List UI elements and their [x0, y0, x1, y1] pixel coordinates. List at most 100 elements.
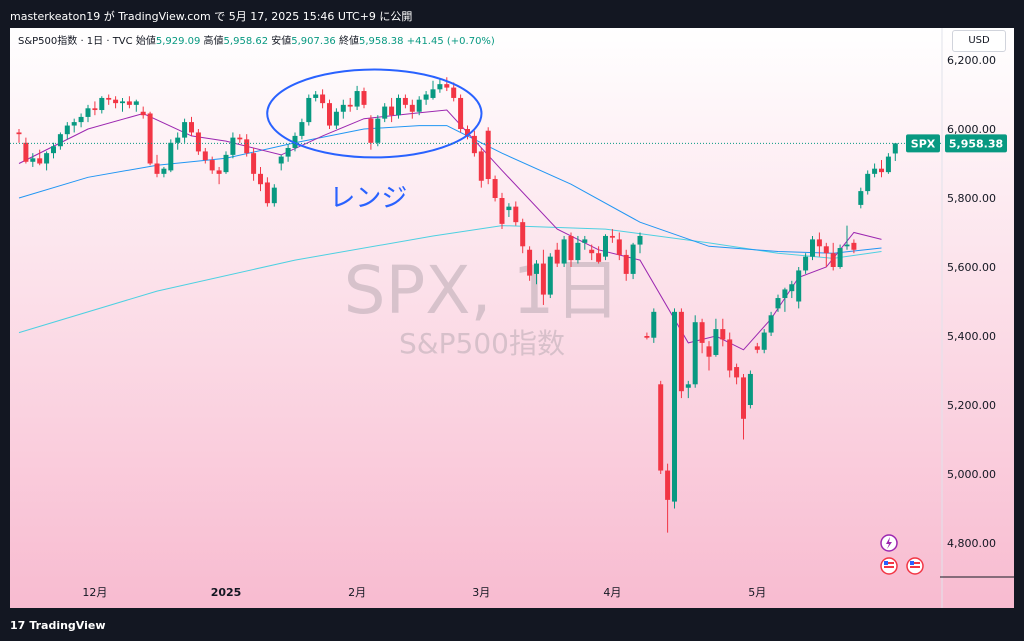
x-tick-label: 2025: [211, 586, 242, 599]
candle: [99, 96, 105, 114]
low-label: 安値: [271, 36, 292, 47]
candle: [30, 153, 36, 167]
tradingview-mark-icon: 17: [10, 619, 26, 632]
candle-body: [161, 168, 167, 174]
candle-body: [499, 198, 505, 224]
candle: [299, 118, 305, 140]
candle-body: [630, 244, 636, 274]
low-value: 5,907.36: [291, 36, 336, 47]
last-price-value-bg: [945, 134, 1007, 153]
candle: [416, 96, 422, 116]
candle: [637, 232, 643, 254]
candle: [520, 218, 526, 254]
candle-body: [747, 373, 753, 405]
candle-body: [754, 346, 760, 350]
candle-body: [554, 249, 560, 264]
candle-body: [796, 270, 802, 302]
candle-body: [347, 104, 353, 107]
candle-body: [120, 101, 125, 104]
time-axis[interactable]: 12月 2025 2月 3月 4月 5月: [82, 586, 766, 599]
candle-body: [271, 187, 277, 204]
change-value: +41.45 (+0.70%): [406, 36, 495, 47]
lightning-icon[interactable]: [880, 534, 898, 552]
us-flag-icon[interactable]: [880, 557, 898, 575]
candle-body: [706, 346, 712, 357]
candle-body: [361, 91, 367, 105]
candle-body: [216, 170, 222, 174]
candle: [672, 308, 677, 509]
chart-pane[interactable]: SPX, 1日 S&P500指数 レンジ 4,800.00 5,000.00 5,2…: [10, 28, 1014, 608]
candle: [375, 115, 381, 147]
candle-body: [782, 289, 788, 299]
price-axis[interactable]: 4,800.00 5,000.00 5,200.00 5,400.00 5,600.00…: [947, 54, 996, 550]
candle-body: [892, 143, 898, 154]
candle: [796, 267, 802, 309]
tradingview-logo[interactable]: 17 TradingView: [10, 619, 106, 632]
candle-body: [299, 122, 305, 136]
candle: [264, 177, 270, 207]
candle-body: [23, 142, 29, 162]
candle: [685, 380, 691, 399]
candle: [16, 129, 22, 143]
us-flag-icon[interactable]: [906, 557, 924, 575]
y-tick-label: 6,000.00: [947, 123, 996, 136]
candle-body: [644, 336, 650, 338]
candle: [161, 166, 167, 178]
watermark-name: S&P500指数: [399, 327, 565, 360]
candle: [85, 104, 91, 123]
candle: [347, 97, 353, 112]
candle-body: [844, 244, 850, 247]
candle-body: [71, 122, 77, 126]
candle-body: [658, 384, 664, 471]
y-tick-label: 4,800.00: [947, 537, 996, 550]
candle: [699, 318, 705, 354]
candle: [582, 235, 588, 250]
candle-body: [251, 153, 257, 174]
x-tick-label: 4月: [603, 586, 621, 599]
candle: [78, 113, 84, 128]
candle: [285, 144, 291, 162]
candle-body: [437, 84, 443, 90]
candle: [651, 308, 657, 343]
y-tick-label: 5,400.00: [947, 330, 996, 343]
candle-body: [603, 235, 608, 257]
candle: [892, 143, 898, 161]
candle-body: [57, 134, 63, 147]
candle: [492, 175, 498, 202]
candle: [230, 132, 236, 159]
candle-body: [685, 384, 691, 388]
price-chart[interactable]: SPX, 1日 S&P500指数 レンジ 4,800.00 5,000.00 5,2…: [10, 28, 1014, 608]
candle: [747, 370, 753, 409]
candle: [485, 127, 491, 185]
candle: [140, 106, 146, 119]
candle-body: [327, 103, 332, 126]
candle: [589, 244, 595, 261]
candle-body: [741, 377, 746, 419]
currency-button[interactable]: USD: [952, 30, 1006, 52]
brand-name: TradingView: [29, 619, 106, 632]
candle-body: [202, 151, 208, 161]
candle: [471, 130, 477, 157]
candle: [209, 156, 215, 174]
candle-body: [513, 206, 519, 223]
candle: [727, 332, 733, 378]
candle-body: [285, 147, 291, 157]
candle-body: [879, 168, 884, 173]
candle: [603, 234, 608, 261]
candle-body: [237, 137, 243, 140]
candle-body: [30, 158, 36, 162]
candle-body: [816, 239, 822, 247]
candle-body: [775, 298, 781, 309]
candle: [644, 332, 650, 340]
candle: [872, 163, 878, 178]
candle: [195, 129, 201, 155]
candle: [258, 166, 263, 192]
candle: [678, 308, 684, 399]
candle: [92, 101, 98, 116]
candle: [389, 97, 395, 123]
candle-body: [333, 111, 339, 126]
candle-body: [340, 104, 346, 112]
candle: [154, 154, 160, 178]
candle: [423, 91, 429, 105]
candle: [57, 132, 63, 150]
